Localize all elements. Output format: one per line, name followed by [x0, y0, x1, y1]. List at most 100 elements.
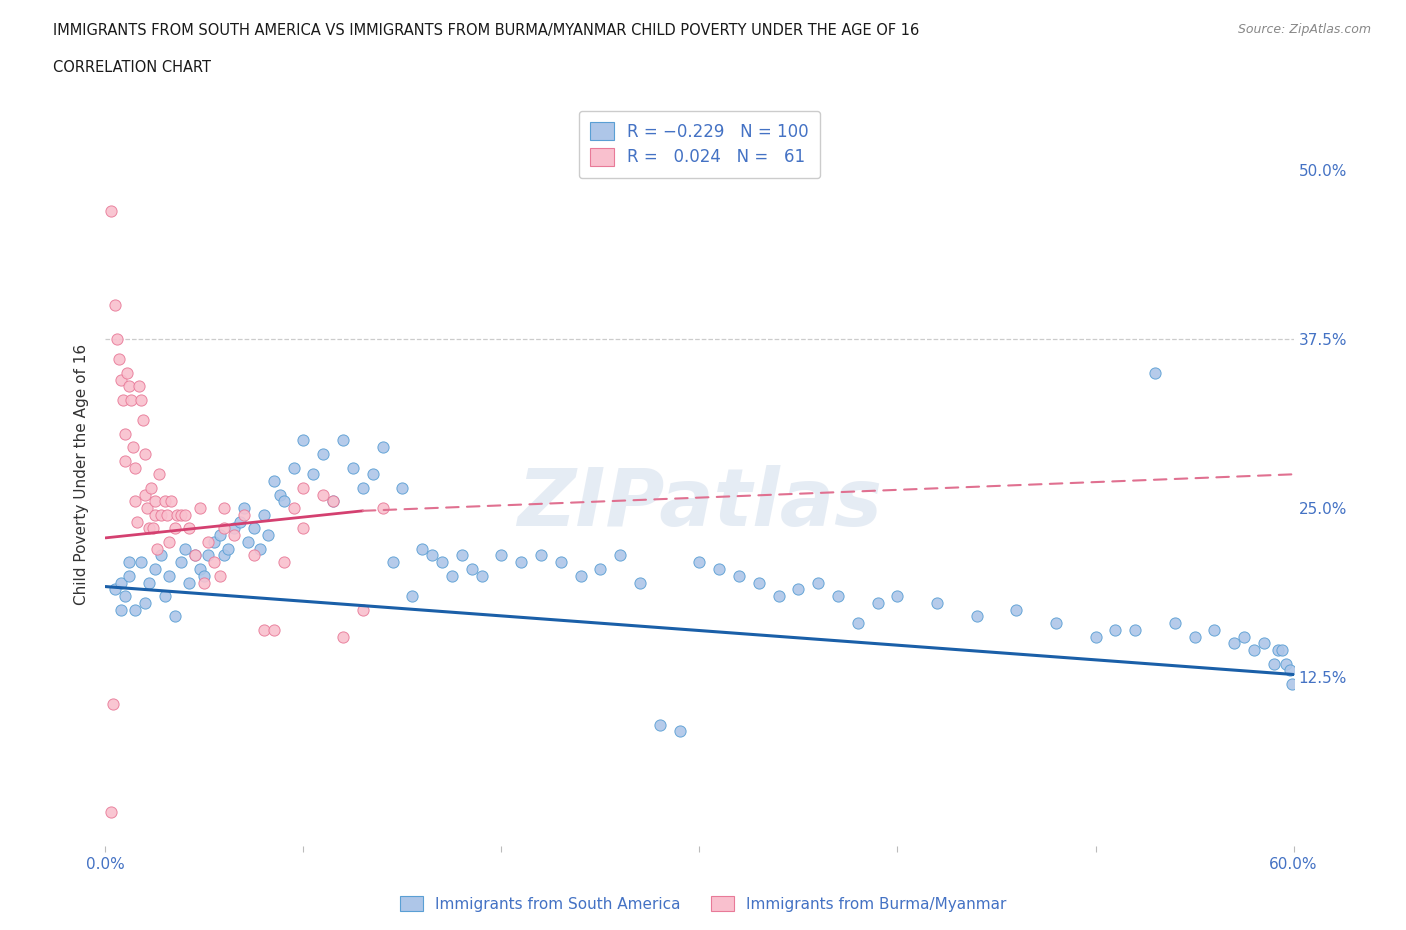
Point: [100, 805, 122, 820]
Point: [609, 548, 631, 563]
Point: [159, 494, 181, 509]
Point: [190, 562, 212, 577]
Point: [1223, 636, 1246, 651]
Point: [157, 535, 180, 550]
Point: [530, 548, 553, 563]
Point: [104, 582, 127, 597]
Point: [491, 548, 513, 563]
Point: [322, 494, 344, 509]
Point: [1104, 622, 1126, 637]
Point: [1233, 630, 1256, 644]
Point: [569, 568, 592, 583]
Point: [122, 440, 145, 455]
Point: [648, 717, 671, 732]
Point: [411, 541, 433, 556]
Point: [471, 568, 494, 583]
Point: [149, 548, 172, 563]
Point: [342, 460, 364, 475]
Point: [1005, 602, 1028, 617]
Point: [209, 568, 232, 583]
Point: [128, 379, 150, 393]
Point: [183, 548, 205, 563]
Point: [550, 555, 572, 570]
Point: [177, 575, 200, 590]
Point: [886, 589, 908, 604]
Point: [217, 541, 239, 556]
Point: [450, 548, 472, 563]
Point: [166, 508, 188, 523]
Point: [589, 562, 612, 577]
Text: Source: ZipAtlas.com: Source: ZipAtlas.com: [1237, 23, 1371, 36]
Point: [728, 568, 751, 583]
Point: [114, 453, 136, 468]
Point: [925, 595, 948, 610]
Point: [104, 298, 127, 312]
Point: [197, 548, 219, 563]
Point: [283, 500, 305, 515]
Point: [1274, 657, 1296, 671]
Point: [214, 521, 236, 536]
Point: [668, 724, 690, 738]
Point: [1164, 616, 1187, 631]
Point: [243, 548, 266, 563]
Point: [124, 460, 146, 475]
Point: [132, 413, 155, 428]
Point: [118, 555, 141, 570]
Point: [748, 575, 770, 590]
Point: [689, 555, 711, 570]
Point: [124, 602, 146, 617]
Text: CORRELATION CHART: CORRELATION CHART: [53, 60, 211, 75]
Point: [114, 589, 136, 604]
Point: [312, 487, 335, 502]
Point: [243, 521, 266, 536]
Point: [233, 508, 256, 523]
Point: [263, 473, 285, 488]
Text: IMMIGRANTS FROM SOUTH AMERICA VS IMMIGRANTS FROM BURMA/MYANMAR CHILD POVERTY UND: IMMIGRANTS FROM SOUTH AMERICA VS IMMIGRA…: [53, 23, 920, 38]
Point: [173, 508, 195, 523]
Point: [256, 527, 278, 542]
Point: [143, 494, 166, 509]
Point: [1084, 630, 1107, 644]
Point: [361, 467, 384, 482]
Point: [148, 467, 170, 482]
Point: [1184, 630, 1206, 644]
Point: [112, 392, 135, 407]
Point: [1123, 622, 1146, 637]
Point: [1143, 365, 1166, 380]
Point: [156, 508, 179, 523]
Legend: R = −0.229   N = 100, R =   0.024   N =   61: R = −0.229 N = 100, R = 0.024 N = 61: [579, 111, 820, 178]
Point: [118, 568, 141, 583]
Point: [807, 575, 830, 590]
Point: [193, 568, 215, 583]
Point: [263, 622, 285, 637]
Point: [103, 697, 125, 711]
Point: [197, 535, 219, 550]
Point: [273, 494, 295, 509]
Point: [461, 562, 484, 577]
Point: [114, 426, 136, 441]
Point: [105, 332, 128, 347]
Point: [153, 589, 176, 604]
Point: [1253, 636, 1275, 651]
Point: [146, 541, 169, 556]
Point: [139, 481, 162, 496]
Point: [170, 508, 193, 523]
Point: [1243, 643, 1265, 658]
Point: [157, 568, 180, 583]
Point: [768, 589, 790, 604]
Legend: Immigrants from South America, Immigrants from Burma/Myanmar: Immigrants from South America, Immigrant…: [394, 889, 1012, 918]
Point: [1267, 643, 1289, 658]
Point: [322, 494, 344, 509]
Point: [202, 555, 225, 570]
Point: [302, 467, 325, 482]
Point: [229, 514, 252, 529]
Point: [214, 500, 236, 515]
Point: [249, 541, 271, 556]
Point: [827, 589, 849, 604]
Point: [381, 555, 404, 570]
Point: [110, 602, 132, 617]
Point: [136, 500, 159, 515]
Point: [224, 521, 246, 536]
Point: [170, 555, 193, 570]
Point: [233, 500, 256, 515]
